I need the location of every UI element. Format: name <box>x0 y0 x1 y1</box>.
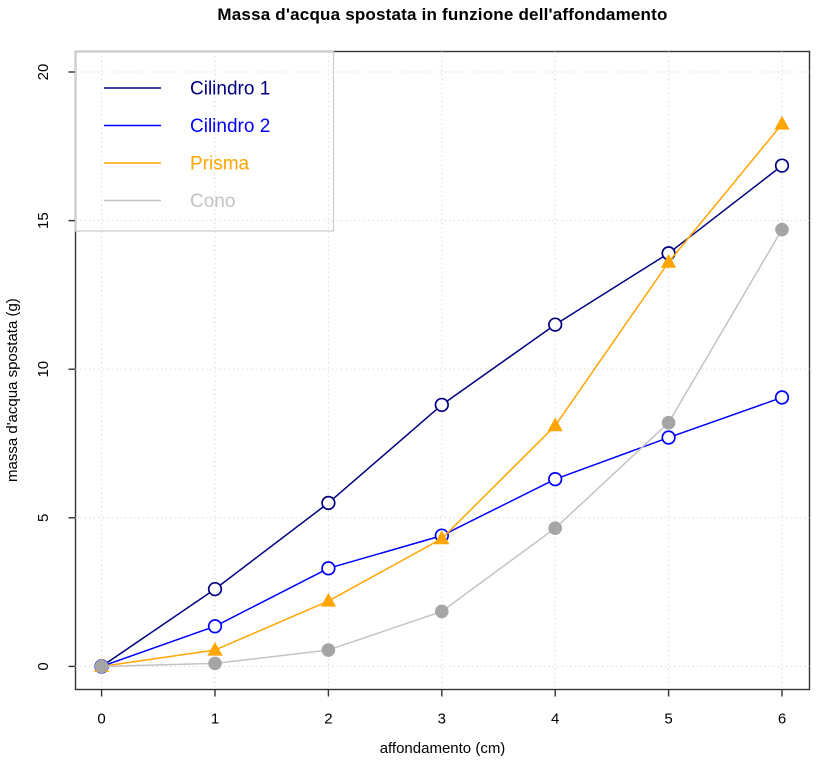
x-tick-label-5: 5 <box>664 711 672 728</box>
marker-cono-1 <box>208 656 222 671</box>
marker-cilindro-1-1 <box>207 581 223 597</box>
plot-area <box>74 50 811 691</box>
x-axis-label: affondamento (cm) <box>379 740 506 757</box>
legend-label-cono: Cono <box>190 191 235 212</box>
marker-cono-2 <box>321 643 336 657</box>
marker-cilindro-2-6 <box>774 390 790 405</box>
marker-cono-5 <box>661 415 676 430</box>
legend-box <box>74 50 335 232</box>
marker-prisma-6 <box>774 115 790 130</box>
marker-prisma-4 <box>547 417 563 432</box>
y-tick-label-4: 20 <box>35 64 52 81</box>
x-tick-label-1: 1 <box>211 711 219 728</box>
marker-prisma-1 <box>207 641 223 656</box>
y-axis-label: massa d'acqua spostata (g) <box>4 298 21 482</box>
marker-prisma-3 <box>434 530 450 545</box>
marker-cilindro-2-5 <box>661 430 676 445</box>
marker-cilindro-1-2 <box>321 495 336 511</box>
marker-cilindro-2-2 <box>321 561 336 576</box>
chart-title: Massa d'acqua spostata in funzione dell'… <box>217 5 668 24</box>
marker-prisma-5 <box>661 254 677 268</box>
y-tick-label-2: 10 <box>35 361 52 378</box>
x-tick-label-2: 2 <box>324 711 332 728</box>
marker-cilindro-1-4 <box>548 317 563 332</box>
y-tick-label-0: 0 <box>35 662 52 670</box>
y-tick-label-1: 5 <box>35 514 52 522</box>
marker-cono-6 <box>775 222 789 237</box>
marker-cilindro-2-1 <box>207 619 223 634</box>
x-tick-label-0: 0 <box>97 711 105 728</box>
x-tick-label-4: 4 <box>551 711 559 728</box>
legend-label-cilindro-2: Cilindro 2 <box>190 116 270 137</box>
marker-cono-3 <box>435 604 449 619</box>
legend-label-cilindro-1: Cilindro 1 <box>190 79 270 100</box>
marker-cono-0 <box>94 659 109 674</box>
marker-cilindro-2-4 <box>548 472 563 487</box>
x-tick-label-3: 3 <box>438 711 446 728</box>
marker-prisma-2 <box>320 592 336 607</box>
marker-cilindro-1-6 <box>774 158 790 173</box>
x-tick-label-6: 6 <box>778 711 786 728</box>
legend-label-prisma: Prisma <box>190 154 250 175</box>
marker-cilindro-1-3 <box>434 397 449 413</box>
marker-cono-4 <box>548 521 562 536</box>
y-tick-label-3: 15 <box>35 212 52 229</box>
